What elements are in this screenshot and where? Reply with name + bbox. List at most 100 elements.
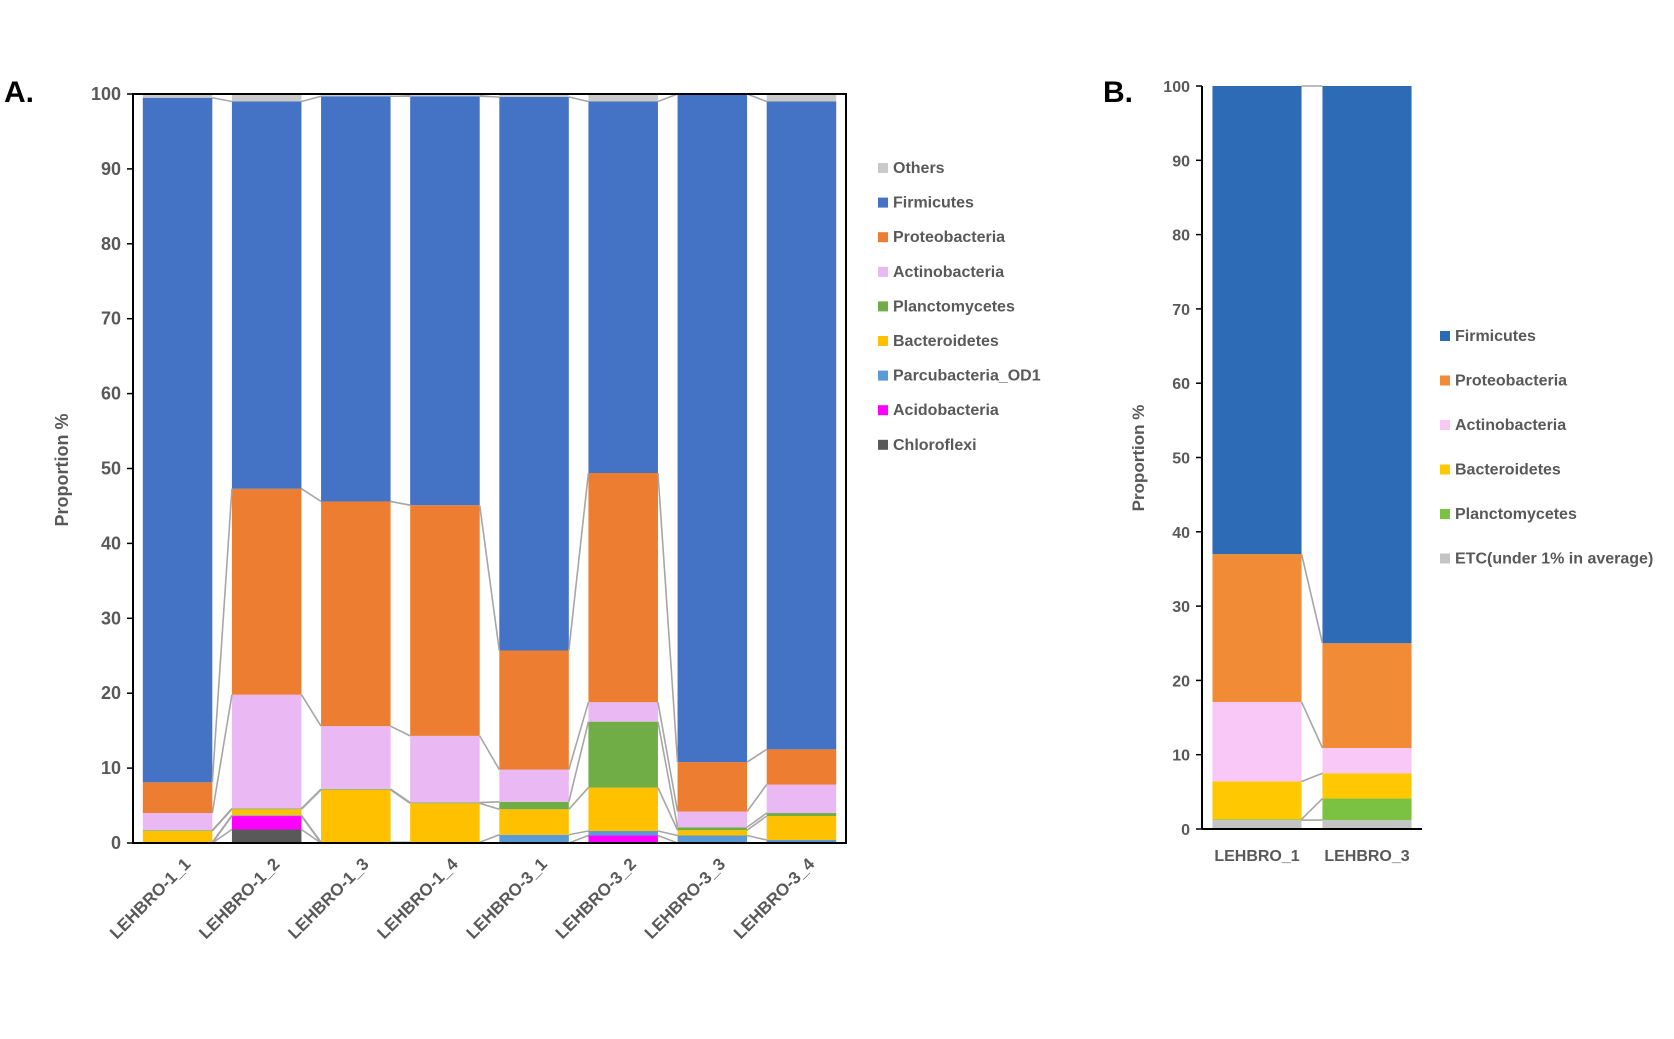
series-line-proteobacteria xyxy=(211,488,233,783)
bar-lehbro-1-2-parcubacteria-od1 xyxy=(231,815,302,817)
legend-swatch-acidobacteria xyxy=(878,405,888,416)
series-line-actinobacteria xyxy=(657,702,679,812)
legend-label-etc-under-1-in-average: ETC(under 1% in average) xyxy=(1455,551,1653,568)
series-line-firmicutes xyxy=(568,96,589,103)
y-tick-label-50: 50 xyxy=(1172,451,1190,468)
legend-swatch-planctomycetes xyxy=(1440,509,1450,519)
legend-label-parcubacteria-od1: Parcubacteria_OD1 xyxy=(893,368,1041,385)
legend-swatch-firmicutes xyxy=(1440,331,1450,341)
y-tick-label-70: 70 xyxy=(101,309,121,329)
bar-lehbro-1-3-planctomycetes xyxy=(321,789,391,790)
series-line-proteobacteria xyxy=(390,500,411,506)
series-line-firmicutes xyxy=(746,93,767,103)
bar-lehbro-3-4-planctomycetes xyxy=(766,813,837,817)
bar-lehbro-1-1-proteobacteria xyxy=(142,782,213,814)
bar-lehbro-3-1-parcubacteria-od1 xyxy=(499,834,569,843)
series-line-planctomycetes xyxy=(479,801,500,804)
series-line-parcubacteria-od1 xyxy=(300,814,322,843)
bar-lehbro-1-4-bacteroidetes xyxy=(410,803,480,843)
panel-b: B. Proportion % 0 10 20 30 40 50 60 70 80 90 100 LE… xyxy=(1103,76,1653,865)
series-line-actinobacteria xyxy=(746,784,768,813)
legend-swatch-etc-under-1-in-average xyxy=(1440,553,1450,564)
series-line-bacteroidetes xyxy=(657,787,679,831)
legend-label-proteobacteria: Proteobacteria xyxy=(1455,373,1567,390)
y-tick-label-0: 0 xyxy=(111,833,121,853)
bar-lehbro-1-actinobacteria xyxy=(1212,701,1302,782)
y-tick-label-0: 0 xyxy=(1181,822,1190,839)
legend-swatch-actinobacteria xyxy=(1440,420,1450,430)
x-tick-label-lehbro-3-3: LEHBRO-3_3 xyxy=(641,854,729,942)
panel-b-y-axis-label: Proportion % xyxy=(1129,405,1148,512)
series-line-proteobacteria xyxy=(301,488,322,503)
bar-lehbro-1-2-actinobacteria xyxy=(231,694,302,809)
y-tick-label-20: 20 xyxy=(1172,673,1190,690)
legend-label-acidobacteria: Acidobacteria xyxy=(893,402,999,419)
bar-lehbro-1-4-others xyxy=(410,94,480,97)
x-tick-label-lehbro-3: LEHBRO_3 xyxy=(1324,848,1409,865)
legend-label-others: Others xyxy=(893,160,945,177)
y-tick-label-100: 100 xyxy=(91,84,121,104)
series-line-planctomycetes xyxy=(568,721,590,802)
bar-lehbro-3-1-actinobacteria xyxy=(499,769,569,802)
series-line-acidobacteria xyxy=(568,834,589,844)
bar-lehbro-3-1-firmicutes xyxy=(499,96,569,651)
legend-swatch-bacteroidetes xyxy=(1440,464,1450,475)
y-tick-label-10: 10 xyxy=(1172,748,1190,765)
bar-lehbro-1-3-actinobacteria xyxy=(321,726,391,790)
bar-lehbro-1-4-proteobacteria xyxy=(410,505,480,736)
bar-lehbro-3-3-bacteroidetes xyxy=(677,830,748,836)
series-line-planctomycetes xyxy=(657,721,679,828)
legend-swatch-firmicutes xyxy=(878,197,888,208)
series-line-bacteroidetes xyxy=(1301,772,1323,783)
bar-lehbro-3-2-parcubacteria-od1 xyxy=(588,831,658,836)
series-line-parcubacteria-od1 xyxy=(211,814,233,843)
bar-lehbro-3-3-actinobacteria xyxy=(677,811,748,828)
series-line-acidobacteria xyxy=(657,834,678,844)
y-tick-label-50: 50 xyxy=(101,459,121,479)
y-tick-label-90: 90 xyxy=(1172,153,1190,170)
legend-swatch-chloroflexi xyxy=(878,439,888,450)
series-line-actinobacteria xyxy=(479,735,500,771)
y-tick-label-90: 90 xyxy=(101,159,121,179)
bar-lehbro-3-planctomycetes xyxy=(1322,798,1412,821)
x-tick-label-lehbro-1-4: LEHBRO-1_4 xyxy=(374,854,463,943)
bar-lehbro-3-4-proteobacteria xyxy=(766,749,837,785)
legend-label-planctomycetes: Planctomycetes xyxy=(1455,506,1577,523)
series-line-planctomycetes xyxy=(300,788,322,810)
legend-label-chloroflexi: Chloroflexi xyxy=(893,437,977,454)
bar-lehbro-1-4-actinobacteria xyxy=(410,735,480,803)
bar-lehbro-3-1-proteobacteria xyxy=(499,650,569,770)
bar-lehbro-1-bacteroidetes xyxy=(1212,781,1302,820)
series-line-bacteroidetes xyxy=(479,802,500,811)
series-line-proteobacteria xyxy=(568,472,590,651)
bar-lehbro-3-2-proteobacteria xyxy=(588,472,658,703)
bar-lehbro-1-firmicutes xyxy=(1212,86,1302,555)
bar-lehbro-3-3-proteobacteria xyxy=(677,762,748,812)
bar-lehbro-3-2-acidobacteria xyxy=(588,835,658,843)
series-line-proteobacteria xyxy=(1300,553,1324,644)
bar-lehbro-3-3-parcubacteria-od1 xyxy=(677,835,748,843)
bar-lehbro-1-1-actinobacteria xyxy=(142,813,213,831)
x-tick-label-lehbro-1: LEHBRO_1 xyxy=(1214,848,1299,865)
x-tick-label-lehbro-1-3: LEHBRO-1_3 xyxy=(284,854,372,942)
bar-lehbro-3-2-firmicutes xyxy=(588,101,658,473)
bar-lehbro-3-proteobacteria xyxy=(1322,643,1412,749)
bar-lehbro-3-2-actinobacteria xyxy=(588,702,658,722)
legend-label-actinobacteria: Actinobacteria xyxy=(893,264,1004,281)
legend-label-bacteroidetes: Bacteroidetes xyxy=(893,333,999,350)
bar-lehbro-1-4-planctomycetes xyxy=(410,802,480,804)
y-tick-label-70: 70 xyxy=(1172,302,1190,319)
panel-b-plot: 0 10 20 30 40 50 60 70 80 90 100 LEHBRO_1 LEHBRO_3 Fi… xyxy=(1163,79,1653,865)
legend-label-bacteroidetes: Bacteroidetes xyxy=(1455,462,1561,479)
series-line-actinobacteria xyxy=(211,694,233,814)
y-tick-label-20: 20 xyxy=(101,683,121,703)
legend-label-firmicutes: Firmicutes xyxy=(893,195,974,212)
bar-lehbro-1-planctomycetes xyxy=(1212,819,1302,821)
series-line-chloroflexi xyxy=(211,828,233,844)
bar-lehbro-1-2-bacteroidetes xyxy=(231,809,302,816)
series-line-proteobacteria xyxy=(746,748,768,763)
series-line-parcubacteria-od1 xyxy=(746,834,767,841)
series-line-planctomycetes xyxy=(1300,797,1324,820)
y-tick-label-30: 30 xyxy=(101,608,121,628)
series-line-actinobacteria xyxy=(568,701,590,770)
